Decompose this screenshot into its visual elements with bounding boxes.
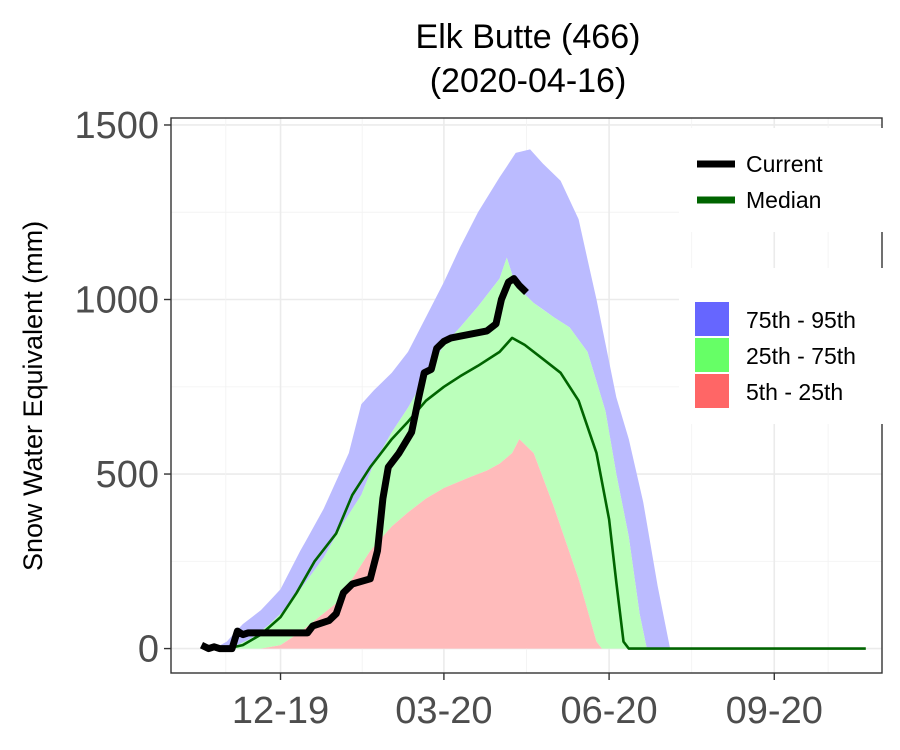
x-tick-label: 09-20 [726, 690, 823, 732]
x-tick-label: 06-20 [560, 690, 657, 732]
y-tick-label: 1500 [74, 105, 159, 147]
x-tick-label: 03-20 [395, 690, 492, 732]
series-lines [199, 275, 866, 653]
legend-band-swatch [695, 338, 729, 372]
legend: Current Median 75th - 95th 25th - 75th 5th -… [679, 128, 894, 424]
legend-band-swatch [695, 374, 729, 408]
y-axis-label: Snow Water Equivalent (mm) [18, 221, 48, 571]
chart-subtitle: (2020-04-16) [430, 62, 627, 100]
legend-band-swatch [695, 302, 729, 336]
legend-line-label: Median [746, 187, 821, 213]
x-tick-label: 12-19 [232, 690, 329, 732]
chart-title: Elk Butte (466) [416, 18, 641, 56]
legend-band-label: 5th - 25th [746, 379, 843, 405]
x-axis: 12-19 03-20 06-20 09-20 [232, 673, 823, 732]
legend-band-label: 75th - 95th [746, 307, 856, 333]
y-axis: 0 500 1000 1500 [74, 105, 171, 671]
y-tick-label: 0 [138, 629, 159, 671]
legend-line-label: Current [746, 151, 823, 177]
current-line [199, 275, 529, 653]
legend-band-label: 25th - 75th [746, 343, 856, 369]
legend-lines-box [679, 128, 894, 232]
band-5-25 [242, 439, 602, 649]
median-line [226, 336, 866, 650]
y-tick-label: 1000 [74, 280, 159, 322]
band-75-95 [201, 149, 671, 649]
y-tick-label: 500 [96, 454, 159, 496]
